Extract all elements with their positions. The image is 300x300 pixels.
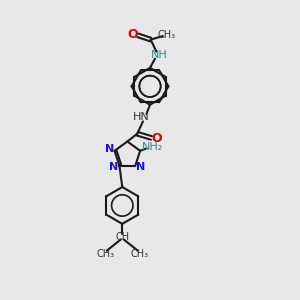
- Text: HN: HN: [133, 112, 150, 122]
- Text: NH₂: NH₂: [142, 142, 163, 152]
- Text: N: N: [136, 161, 145, 172]
- Text: CH₃: CH₃: [96, 249, 114, 259]
- Text: O: O: [128, 28, 138, 41]
- Text: N: N: [105, 144, 114, 154]
- Text: N: N: [110, 161, 119, 172]
- Text: CH₃: CH₃: [157, 30, 175, 40]
- Text: NH: NH: [151, 50, 168, 60]
- Text: CH: CH: [115, 232, 129, 242]
- Text: CH₃: CH₃: [130, 249, 148, 259]
- Text: O: O: [152, 132, 162, 145]
